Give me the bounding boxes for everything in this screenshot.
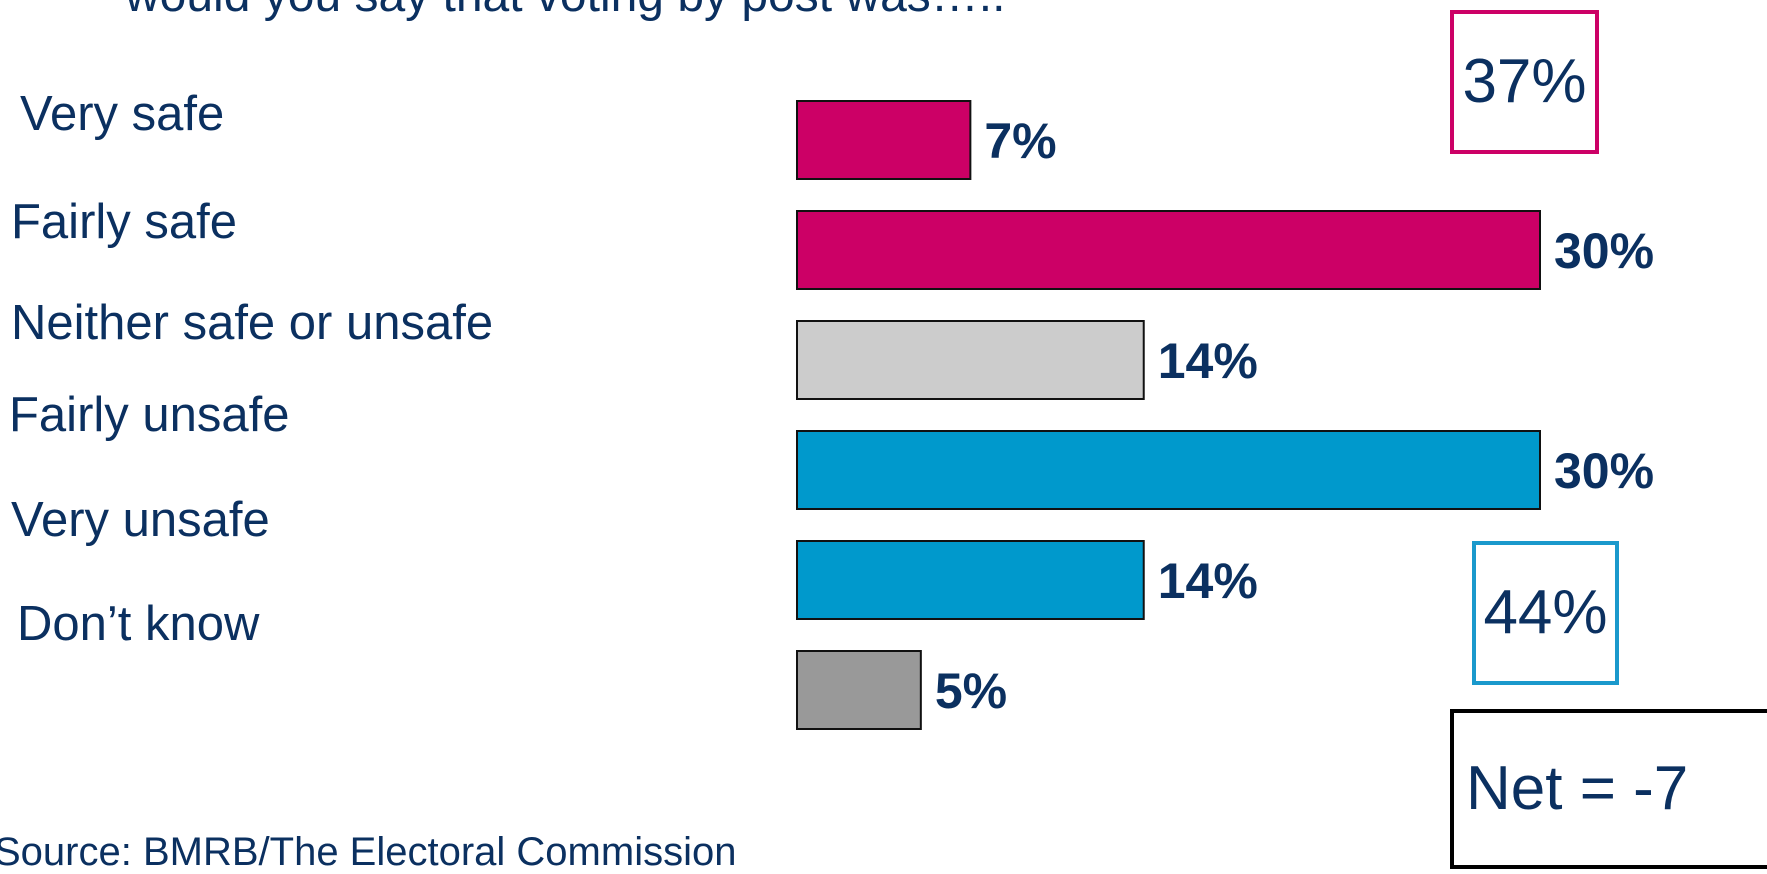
value-label-fairly-safe: 30% — [1554, 223, 1654, 279]
category-label-fairly-safe: Fairly safe — [11, 195, 238, 249]
category-label-fairly-unsafe: Fairly unsafe — [9, 388, 290, 442]
unsafe-total-value: 44% — [1483, 578, 1608, 647]
question-text: would you say that voting by post was….. — [125, 0, 1005, 20]
unsafe-total-box: 44% — [1472, 541, 1619, 685]
category-label-neither: Neither safe or unsafe — [11, 296, 494, 350]
category-label-very-safe: Very safe — [20, 87, 225, 141]
net-box: Net = -7 — [1450, 709, 1767, 869]
value-label-fairly-unsafe: 30% — [1554, 443, 1654, 499]
net-value: Net = -7 — [1466, 754, 1689, 823]
category-label-dont-know: Don’t know — [17, 597, 260, 651]
bar-fairly-safe — [796, 210, 1541, 290]
value-label-neither: 14% — [1158, 333, 1258, 389]
value-label-very-unsafe: 14% — [1158, 553, 1258, 609]
bar-dont-know — [796, 650, 922, 730]
category-label-very-unsafe: Very unsafe — [11, 493, 270, 547]
safe-total-value: 37% — [1462, 47, 1587, 116]
value-label-very-safe: 7% — [984, 113, 1056, 169]
bar-very-safe — [796, 100, 972, 180]
bar-fairly-unsafe — [796, 430, 1541, 510]
safe-total-box: 37% — [1450, 10, 1599, 154]
value-label-dont-know: 5% — [935, 663, 1007, 719]
bar-chart: 7% 30% 14% 30% 14% 5% — [796, 100, 1654, 730]
bar-very-unsafe — [796, 540, 1145, 620]
source-note: Source: BMRB/The Electoral Commission — [0, 830, 737, 874]
bar-neither — [796, 320, 1145, 400]
